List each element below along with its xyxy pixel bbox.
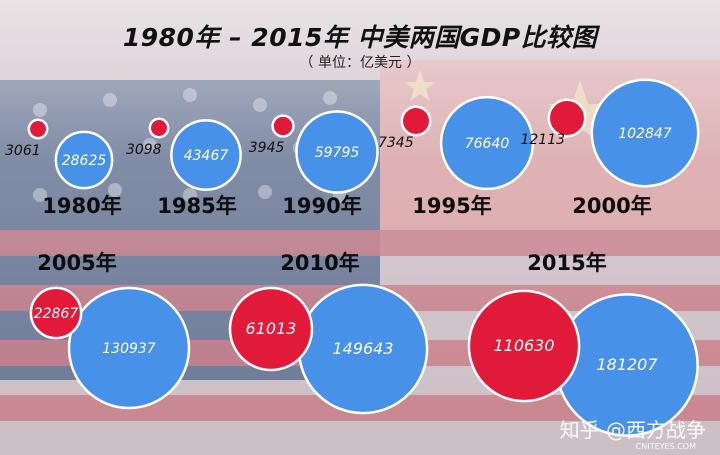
usa-value-label-2: 59795 bbox=[315, 145, 360, 161]
china-bubble-6 bbox=[228, 286, 314, 372]
year-label-6: 2010年 bbox=[280, 251, 359, 275]
usa-value-label-3: 76640 bbox=[465, 136, 510, 152]
china-bubble-3 bbox=[400, 105, 432, 137]
china-bubble-4 bbox=[547, 98, 587, 138]
year-label-5: 2005年 bbox=[37, 251, 116, 275]
usa-bubble-1 bbox=[170, 119, 242, 191]
china-value-label-6: 61013 bbox=[246, 319, 297, 338]
china-bubble-0 bbox=[27, 118, 49, 140]
year-label-2: 1990年 bbox=[282, 194, 361, 218]
usa-bubble-0 bbox=[54, 130, 114, 190]
china-value-label-3: 7345 bbox=[378, 135, 414, 151]
year-label-1: 1985年 bbox=[157, 194, 236, 218]
usa-value-label-5: 130937 bbox=[102, 341, 156, 357]
usa-bubble-2 bbox=[295, 110, 379, 194]
watermark-brand: CNITEYES.COM bbox=[635, 442, 696, 451]
year-label-4: 2000年 bbox=[572, 194, 651, 218]
watermark: 知乎 @西方战争 bbox=[559, 418, 706, 442]
usa-bubble-3 bbox=[439, 95, 535, 191]
china-value-label-4: 12113 bbox=[520, 132, 565, 148]
china-value-label-1: 3098 bbox=[126, 142, 162, 158]
chart-subtitle: （ 单位：亿美元 ） bbox=[299, 55, 421, 71]
china-bubble-7 bbox=[467, 289, 581, 403]
chart-title: 1980年 – 2015年 中美两国GDP比较图 bbox=[122, 23, 598, 52]
china-bubble-5 bbox=[29, 286, 83, 340]
watermark-logo: CNITEYES.COM bbox=[622, 405, 696, 451]
china-bubble-1 bbox=[148, 117, 170, 139]
year-label-3: 1995年 bbox=[412, 194, 491, 218]
usa-value-label-0: 28625 bbox=[62, 153, 107, 169]
china-value-label-2: 3945 bbox=[249, 140, 285, 156]
china-value-label-0: 3061 bbox=[5, 143, 41, 159]
year-label-0: 1980年 bbox=[42, 194, 121, 218]
usa-value-label-7: 181207 bbox=[596, 355, 658, 374]
china-bubble-2 bbox=[271, 114, 295, 138]
china-value-label-7: 110630 bbox=[493, 336, 554, 355]
usa-bubble-4 bbox=[590, 78, 700, 188]
usa-value-label-1: 43467 bbox=[184, 148, 229, 164]
china-value-label-5: 22867 bbox=[34, 306, 79, 322]
usa-value-label-6: 149643 bbox=[332, 339, 393, 358]
usa-value-label-4: 102847 bbox=[618, 126, 672, 142]
year-label-7: 2015年 bbox=[527, 251, 606, 275]
usa-bubble-5 bbox=[67, 286, 191, 410]
